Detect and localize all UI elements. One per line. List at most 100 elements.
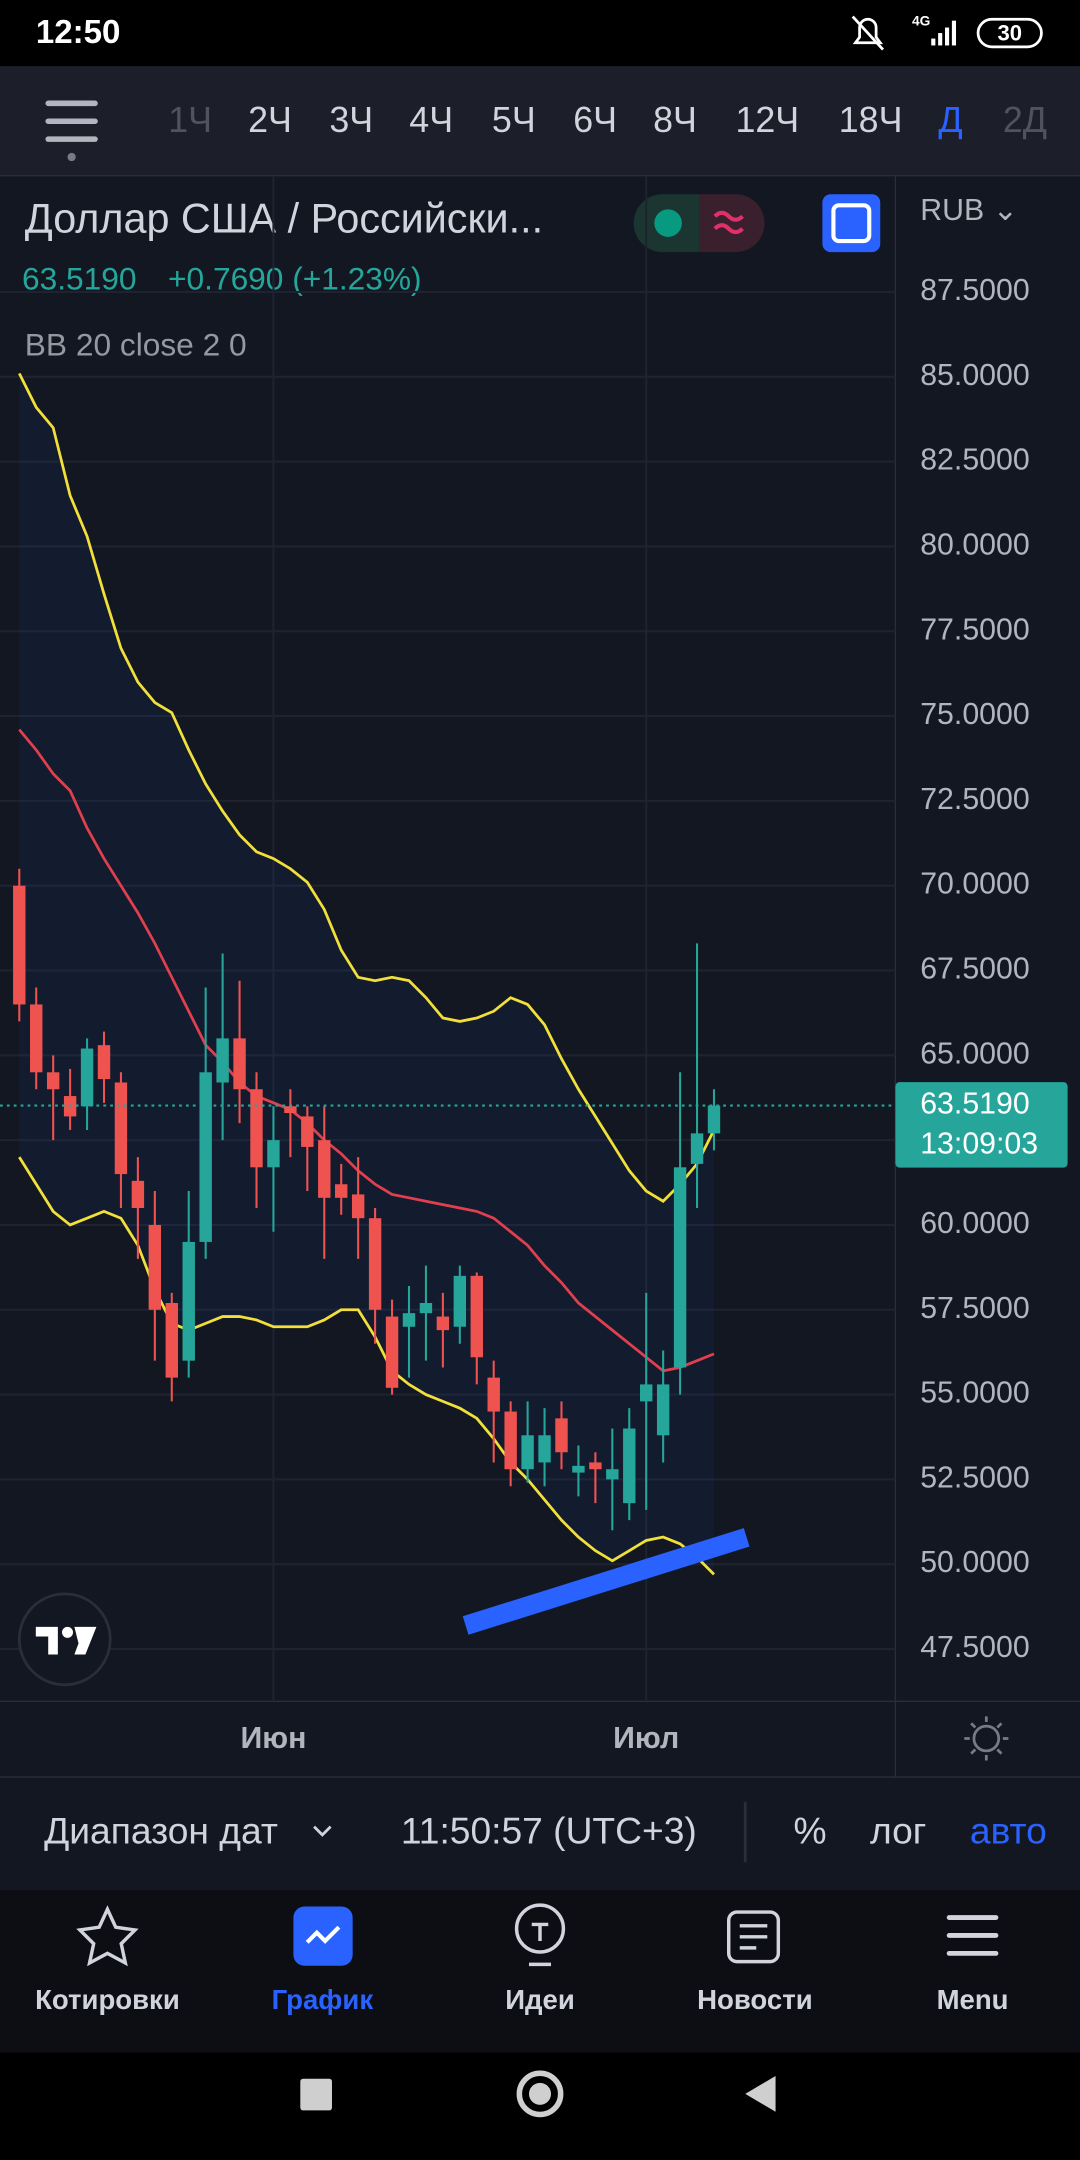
trend-line-drawing[interactable] xyxy=(462,1528,750,1635)
nav-label[interactable]: Новости xyxy=(697,1984,813,2015)
y-tick-label: 57.5000 xyxy=(920,1292,1030,1325)
candle-body xyxy=(216,1038,229,1083)
candle-body xyxy=(436,1316,450,1331)
recents-button[interactable] xyxy=(300,2078,332,2111)
y-tick-label: 80.0000 xyxy=(920,528,1030,561)
signal-icon xyxy=(931,20,957,46)
y-tick-label: 52.5000 xyxy=(920,1461,1030,1494)
symbol-title[interactable]: Доллар США / Российски... xyxy=(25,196,543,242)
home-button[interactable] xyxy=(516,2070,564,2118)
indicator-dot xyxy=(67,152,76,162)
price-axis: 87.5000 85.0000 82.5000 80.0000 77.5000 75.00… xyxy=(240,274,1068,1755)
battery-level: 30 xyxy=(997,20,1022,45)
candle-body xyxy=(521,1435,534,1470)
y-tick-label: 55.0000 xyxy=(920,1377,1030,1410)
indicator-label[interactable]: BB 20 close 2 0 xyxy=(25,327,247,363)
nav-label[interactable]: Menu xyxy=(937,1984,1009,2015)
candle-body xyxy=(368,1218,382,1310)
candle-body xyxy=(385,1316,399,1388)
bottom-bar xyxy=(0,1777,1080,1890)
nav-items: Котировки График Идеи Новости Menu xyxy=(35,1984,1008,2015)
toolbar xyxy=(0,66,1080,177)
ideas-icon[interactable] xyxy=(514,1903,566,1967)
timeframe-button[interactable]: 5Ч xyxy=(492,100,536,140)
status-bar xyxy=(0,0,1080,67)
candle-body xyxy=(46,1072,60,1090)
nav-label[interactable]: Котировки xyxy=(35,1984,180,2015)
chart-icon[interactable] xyxy=(293,1906,353,1966)
candle-body xyxy=(13,885,26,1005)
log-toggle[interactable]: лог xyxy=(870,1809,926,1851)
timeframe-button[interactable]: 12Ч xyxy=(735,100,799,140)
candle-body xyxy=(487,1377,500,1412)
news-icon[interactable] xyxy=(727,1910,781,1964)
mute-icon xyxy=(851,15,885,51)
y-tick-label: 75.0000 xyxy=(920,698,1030,731)
candle-body xyxy=(165,1302,178,1378)
candle-body xyxy=(453,1275,467,1327)
price-change: +0.7690 (+1.23%) xyxy=(168,260,422,296)
candle-body xyxy=(673,1167,687,1368)
percent-toggle[interactable]: % xyxy=(793,1809,826,1851)
timeframe-button[interactable]: 2Ч xyxy=(248,100,292,140)
timeframe-button[interactable]: 2Д xyxy=(1003,100,1047,140)
candle-body xyxy=(267,1140,280,1168)
candle-body xyxy=(30,1004,43,1073)
plot xyxy=(0,372,896,1576)
fullscreen-button[interactable] xyxy=(822,194,881,253)
clock: 12:50 xyxy=(36,14,121,51)
toggle[interactable] xyxy=(633,194,765,253)
nav-label[interactable]: График xyxy=(272,1984,374,2015)
candle-body xyxy=(301,1116,314,1147)
timeframe-list: 1Ч 2Ч 3Ч 4Ч 5Ч 6Ч 8Ч 12Ч 18Ч Д 2Д xyxy=(168,100,1047,140)
candle-body xyxy=(538,1435,551,1463)
menu-icon[interactable] xyxy=(946,1915,999,1956)
candle-body xyxy=(250,1089,263,1168)
candle-body xyxy=(606,1469,619,1480)
timeframe-button[interactable]: 8Ч xyxy=(653,100,697,140)
timeframe-button[interactable]: 18Ч xyxy=(839,100,903,140)
candle-body xyxy=(572,1465,585,1473)
y-tick-label: 72.5000 xyxy=(920,783,1030,816)
quotes-icon[interactable] xyxy=(76,1905,139,1967)
chart-area xyxy=(0,176,1080,1778)
timeframe-button[interactable]: 6Ч xyxy=(573,100,617,140)
network-type: 4G xyxy=(912,14,930,29)
countdown-label: 13:09:03 xyxy=(920,1128,1038,1161)
timeframe-button[interactable]: 1Ч xyxy=(168,100,212,140)
candle-body xyxy=(640,1384,653,1402)
x-tick-label: Июл xyxy=(613,1722,679,1755)
last-price: 63.5190 xyxy=(22,260,137,296)
timeframe-button[interactable]: Д xyxy=(938,100,962,140)
currency-selector[interactable]: RUB ⌄ xyxy=(920,194,1018,227)
y-tick-label: 60.0000 xyxy=(920,1207,1030,1240)
band-line xyxy=(18,372,716,1203)
settings-icon[interactable] xyxy=(964,1716,1009,1761)
timeframe-button[interactable]: 4Ч xyxy=(409,100,453,140)
price-label-box xyxy=(895,1082,1068,1168)
y-tick-label: 82.5000 xyxy=(920,444,1030,477)
menu-button[interactable] xyxy=(45,100,98,142)
y-tick-label: 50.0000 xyxy=(920,1546,1030,1579)
candle-body xyxy=(351,1194,365,1219)
candle-body xyxy=(335,1184,348,1198)
nav-bar xyxy=(0,1890,1080,2053)
date-range-button[interactable]: Диапазон дат xyxy=(44,1809,278,1851)
timeframe-button[interactable]: 3Ч xyxy=(329,100,373,140)
candle-body xyxy=(80,1048,94,1107)
x-tick-label: Июн xyxy=(240,1722,306,1755)
back-button[interactable] xyxy=(745,2075,776,2112)
candle-body xyxy=(419,1302,433,1314)
auto-toggle[interactable]: авто xyxy=(970,1809,1047,1851)
price-label: 63.5190 xyxy=(920,1088,1030,1121)
y-tick-label: 70.0000 xyxy=(920,868,1030,901)
candle-body xyxy=(97,1045,111,1080)
timezone-time[interactable]: 11:50:57 (UTC+3) xyxy=(401,1809,697,1851)
candle-body xyxy=(182,1241,195,1361)
candle-body xyxy=(589,1462,602,1470)
nav-label[interactable]: Идеи xyxy=(505,1984,575,2015)
candle-body xyxy=(470,1275,483,1358)
candle-body xyxy=(555,1418,568,1453)
tradingview-logo[interactable] xyxy=(17,1592,112,1687)
